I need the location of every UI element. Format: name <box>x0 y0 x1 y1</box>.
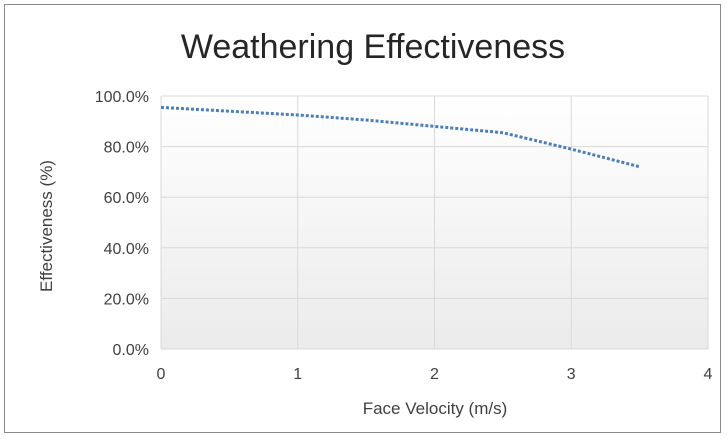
y-tick-label: 80.0% <box>104 140 149 157</box>
x-tick-label: 0 <box>157 366 166 383</box>
y-axis-title: Effectiveness (%) <box>37 160 56 292</box>
x-tick-labels: 0 1 2 3 4 <box>157 366 713 383</box>
y-tick-label: 100.0% <box>95 89 149 106</box>
x-tick-label: 2 <box>430 366 439 383</box>
gridlines <box>160 95 709 350</box>
series-line <box>160 105 640 169</box>
x-tick-label: 4 <box>704 366 713 383</box>
x-axis-title: Face Velocity (m/s) <box>363 399 508 418</box>
x-tick-label: 3 <box>567 366 576 383</box>
y-tick-label: 40.0% <box>104 241 149 258</box>
chart-title: Weathering Effectiveness <box>181 28 565 66</box>
y-tick-labels: 0.0% 20.0% 40.0% 60.0% 80.0% 100.0% <box>95 89 149 359</box>
series-layer <box>160 105 640 169</box>
y-tick-label: 0.0% <box>113 342 149 359</box>
x-tick-label: 1 <box>293 366 302 383</box>
y-tick-label: 60.0% <box>104 190 149 207</box>
y-tick-label: 20.0% <box>104 291 149 308</box>
